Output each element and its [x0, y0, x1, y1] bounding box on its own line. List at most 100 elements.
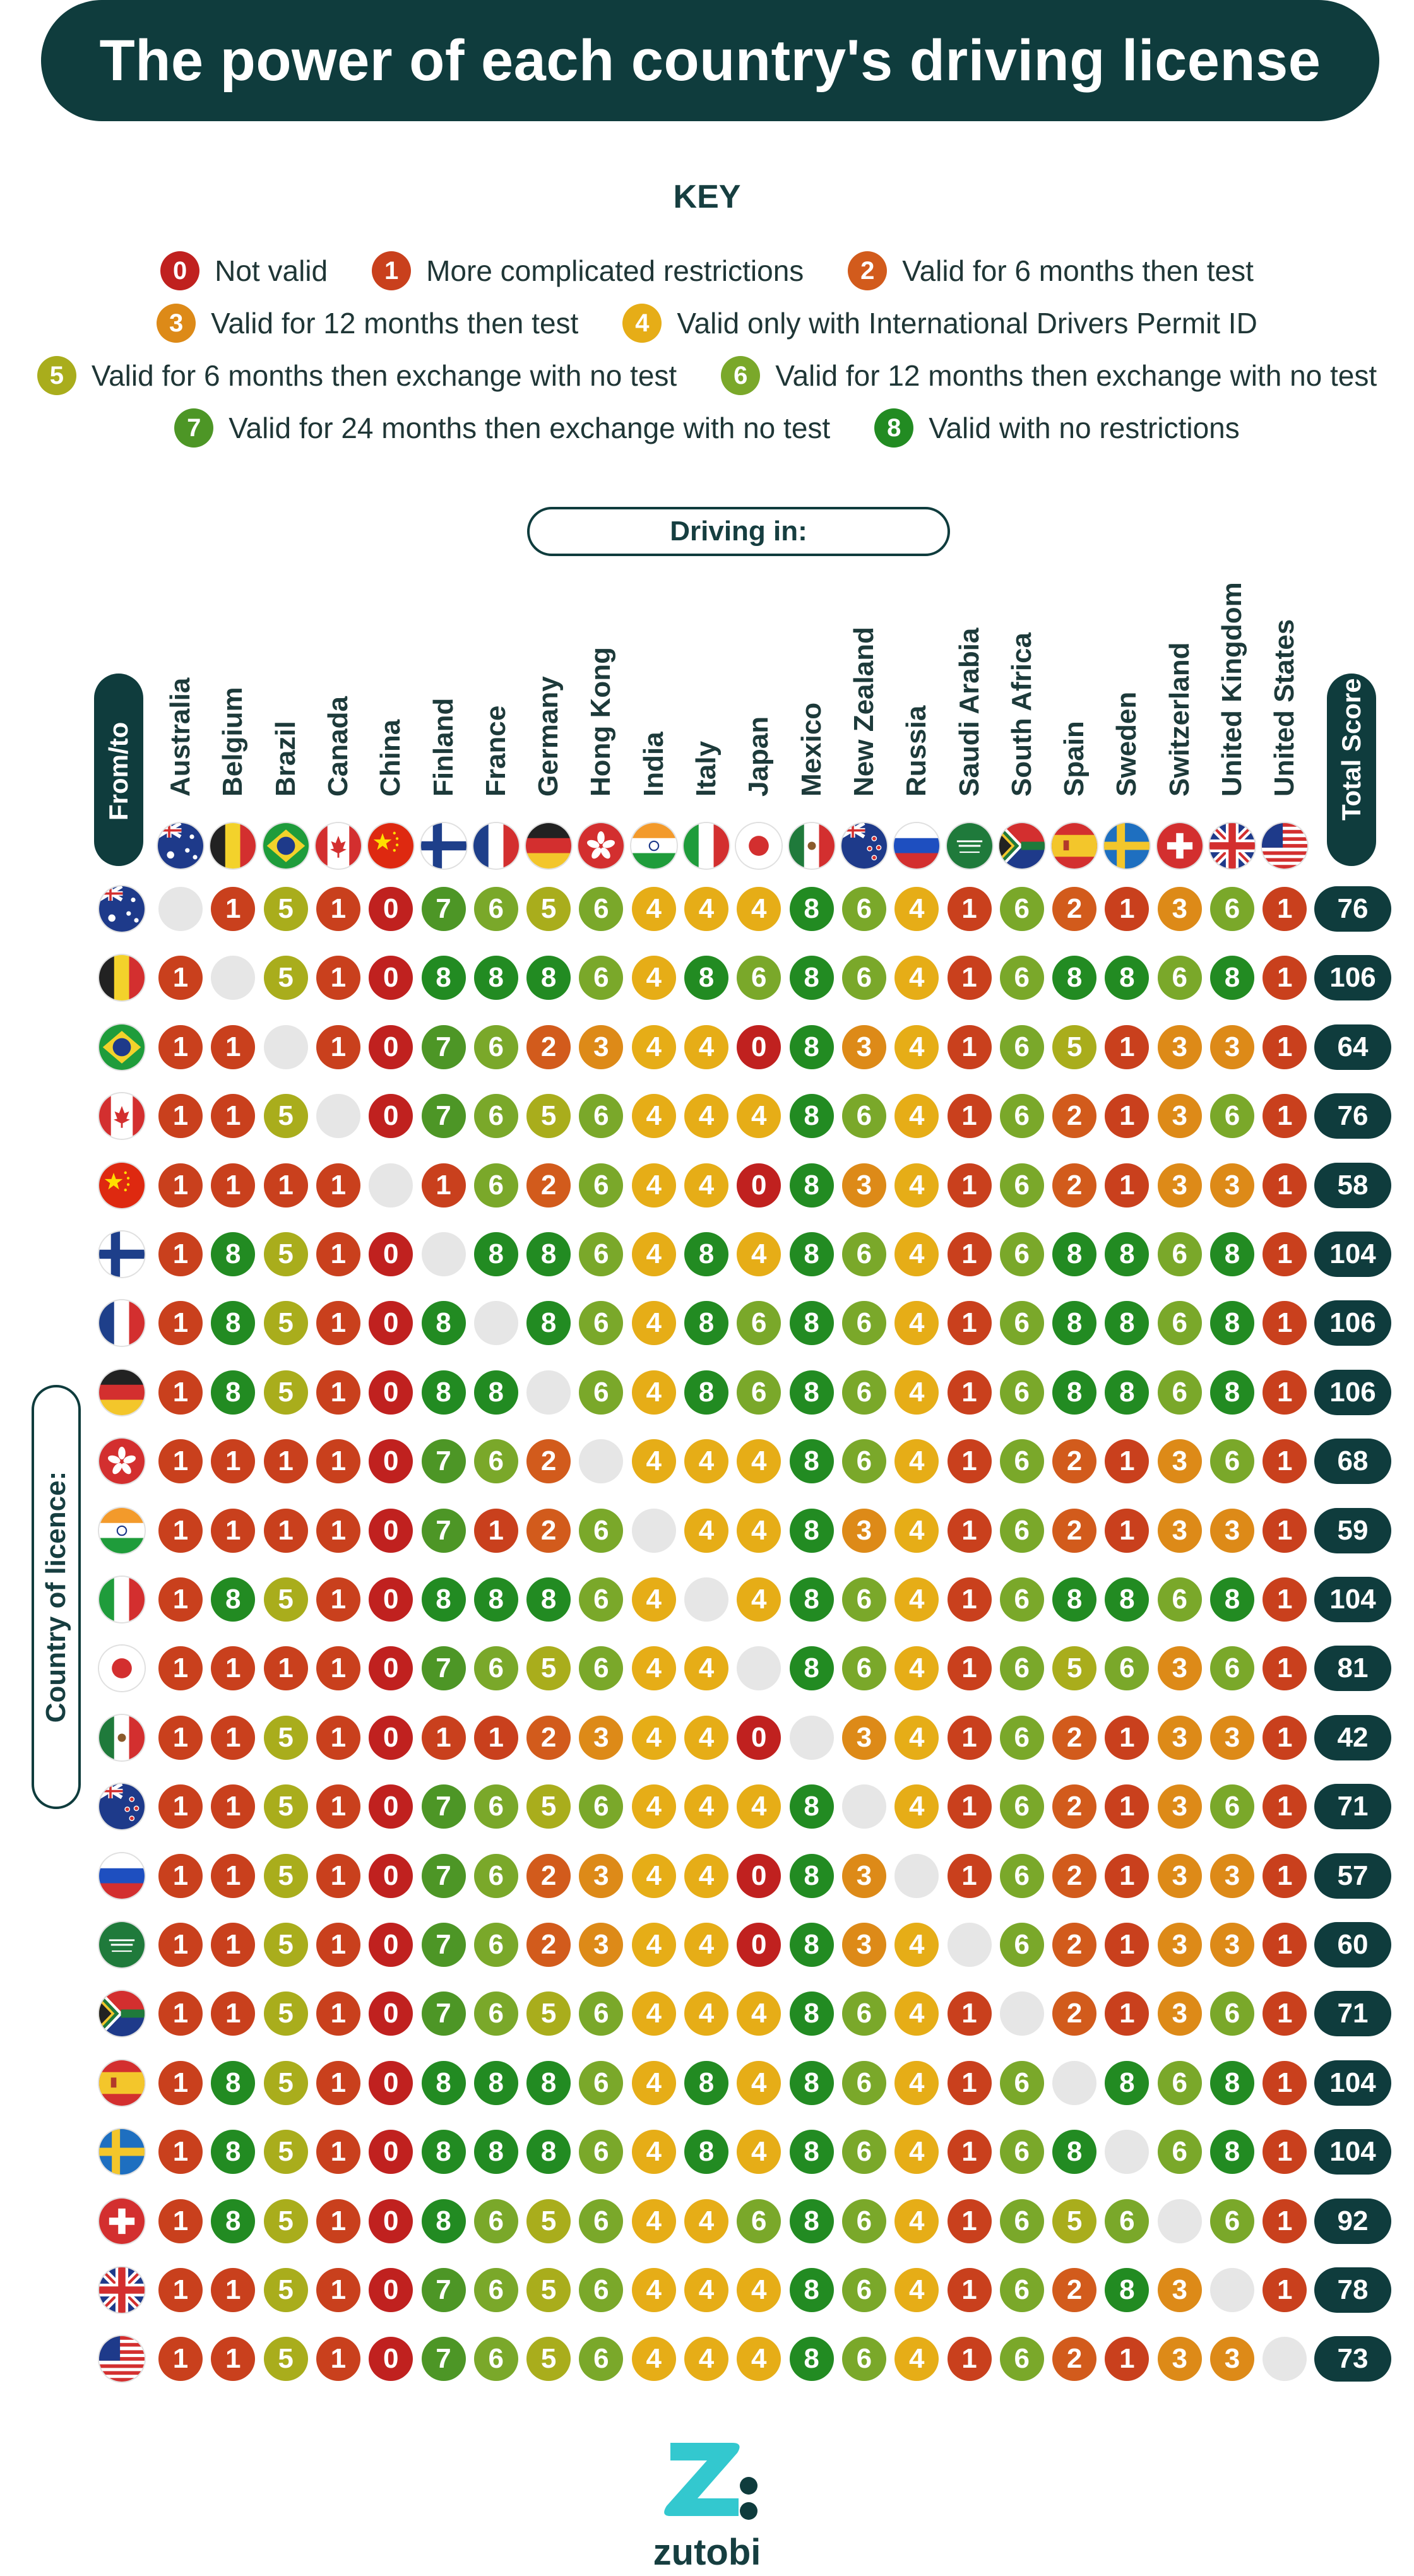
score-cell: 6 [473, 1923, 518, 1967]
total-score-badge: 81 [1314, 1646, 1391, 1692]
brazil-flag-icon [99, 1024, 145, 1070]
score-cell: 8 [1105, 1370, 1150, 1415]
score-cell: 5 [263, 956, 308, 1000]
score-cell: 6 [999, 1232, 1044, 1276]
score-cell: 4 [894, 2130, 939, 2175]
score-cell: 1 [211, 1508, 256, 1553]
column-header-label: Hong Kong [585, 646, 617, 797]
total-score-badge: 104 [1314, 2060, 1391, 2106]
score-cell: 3 [579, 1923, 624, 1967]
score-cell: 1 [211, 1923, 256, 1967]
score-cell: 1 [316, 2268, 360, 2312]
score-cell: 3 [1157, 2337, 1202, 2382]
title-banner: The power of each country's driving lice… [41, 0, 1379, 121]
score-cell: 8 [1210, 2060, 1254, 2105]
score-cell: 7 [421, 2268, 466, 2312]
score-cell: 8 [789, 1853, 834, 1898]
score-cell: 7 [421, 887, 466, 931]
score-cell: 1 [1105, 2337, 1150, 2382]
score-cell: 6 [473, 1646, 518, 1691]
score-cell: 4 [894, 1715, 939, 1760]
score-cell: 1 [1262, 1370, 1307, 1415]
score-cell: 6 [1105, 2199, 1150, 2243]
new-zealand-flag-icon [841, 823, 887, 869]
key-item: 1 More complicated restrictions [372, 251, 804, 290]
score-cell: 4 [684, 1439, 728, 1484]
score-cell: 5 [263, 1853, 308, 1898]
score-cell: 1 [947, 1853, 992, 1898]
score-cell: 1 [947, 2199, 992, 2243]
score-cell: 0 [369, 1232, 413, 1276]
score-cell: 8 [1210, 1370, 1254, 1415]
key-label: Valid only with International Drivers Pe… [677, 307, 1257, 340]
score-cell: 8 [789, 1094, 834, 1139]
score-cell: 6 [841, 1646, 886, 1691]
score-cell: 6 [579, 1301, 624, 1346]
score-cell: 5 [263, 2060, 308, 2105]
empty-cell [526, 1370, 571, 1415]
score-cell: 4 [631, 1301, 676, 1346]
score-cell: 1 [947, 2130, 992, 2175]
score-cell: 8 [1210, 1577, 1254, 1622]
finland-flag-icon [420, 823, 466, 869]
score-cell: 1 [158, 1163, 203, 1208]
score-cell: 1 [1262, 1508, 1307, 1553]
italy-flag-icon [99, 1577, 145, 1622]
key-item: 7 Valid for 24 months then exchange with … [174, 408, 830, 448]
score-cell: 0 [369, 2268, 413, 2312]
score-cell: 1 [947, 1577, 992, 1622]
score-cell: 8 [1105, 1301, 1150, 1346]
brazil-flag-icon [263, 823, 309, 869]
score-cell: 8 [1105, 2060, 1150, 2105]
score-cell: 1 [211, 1991, 256, 2036]
score-cell: 8 [684, 956, 728, 1000]
score-cell: 8 [1105, 2268, 1150, 2312]
score-cell: 1 [158, 1853, 203, 1898]
finland-flag-icon [99, 1232, 145, 1277]
score-cell: 4 [631, 1024, 676, 1069]
score-cell: 3 [579, 1024, 624, 1069]
score-cell: 7 [421, 1646, 466, 1691]
score-cell: 5 [526, 1646, 571, 1691]
score-cell: 0 [369, 2337, 413, 2382]
empty-cell [1157, 2199, 1202, 2243]
empty-cell [1262, 2337, 1307, 2382]
score-cell: 4 [894, 1024, 939, 1069]
score-cell: 6 [999, 1784, 1044, 1829]
total-score-badge: 106 [1314, 1300, 1391, 1346]
saudi-arabia-flag-icon [946, 823, 992, 869]
score-cell: 1 [1105, 1024, 1150, 1069]
score-cell: 8 [789, 1646, 834, 1691]
key-row: 3 Valid for 12 months then test 4 Valid onl… [0, 304, 1414, 343]
score-cell: 0 [369, 1301, 413, 1346]
score-cell: 1 [947, 2337, 992, 2382]
key-item: 8 Valid with no restrictions [874, 408, 1240, 448]
score-cell: 4 [684, 887, 728, 931]
score-cell: 2 [1052, 1923, 1097, 1967]
score-cell: 0 [369, 1923, 413, 1967]
score-cell: 1 [263, 1508, 308, 1553]
score-cell: 8 [1052, 956, 1097, 1000]
japan-flag-icon [99, 1646, 145, 1692]
united-kingdom-flag-icon [99, 2267, 145, 2313]
belgium-flag-icon [210, 823, 256, 869]
key-item: 2 Valid for 6 months then test [848, 251, 1254, 290]
score-cell: 1 [158, 2199, 203, 2243]
column-header-label: United Kingdom [1216, 582, 1247, 797]
score-cell: 4 [684, 2199, 728, 2243]
score-cell: 6 [841, 956, 886, 1000]
score-cell: 1 [263, 1439, 308, 1484]
score-cell: 8 [1105, 1232, 1150, 1276]
score-cell: 6 [579, 887, 624, 931]
score-cell: 6 [1157, 2130, 1202, 2175]
australia-flag-icon [99, 886, 145, 932]
score-cell: 4 [737, 1094, 781, 1139]
score-cell: 1 [316, 956, 360, 1000]
score-cell: 2 [526, 1923, 571, 1967]
key-label: Valid for 6 months then exchange with no… [91, 359, 677, 392]
score-cell: 8 [211, 2199, 256, 2243]
score-cell: 1 [1262, 1577, 1307, 1622]
score-cell: 1 [1262, 1024, 1307, 1069]
score-cell: 0 [369, 1370, 413, 1415]
score-cell: 6 [999, 1439, 1044, 1484]
